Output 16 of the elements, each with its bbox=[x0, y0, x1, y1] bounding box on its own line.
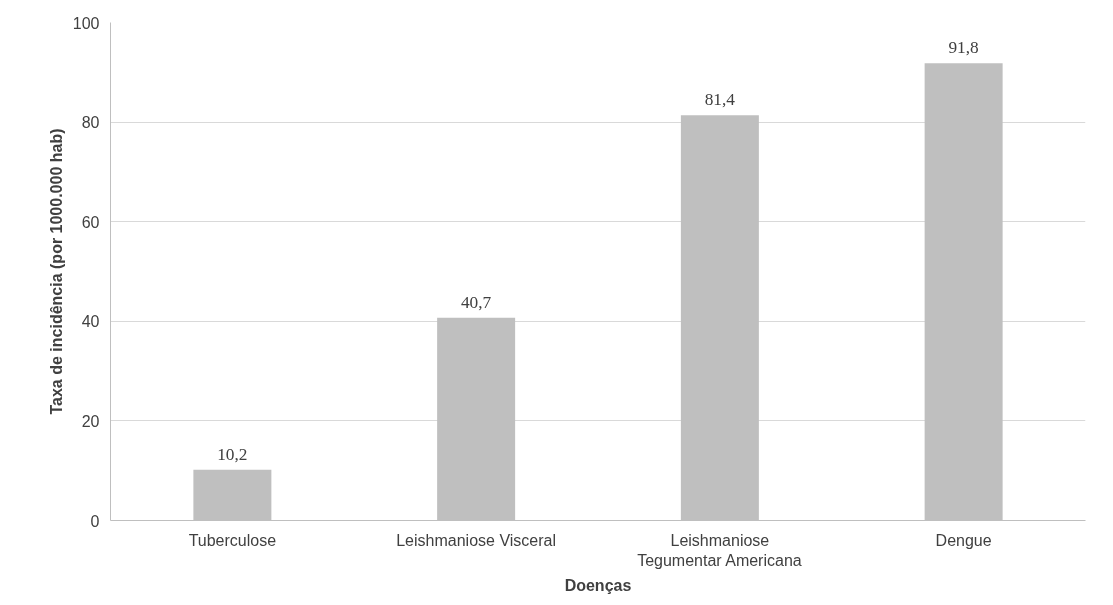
x-tick-label: Tuberculose bbox=[188, 531, 277, 549]
y-axis-title: Taxa de incidência (por 1000.000 hab) bbox=[47, 128, 65, 415]
y-tick-label: 80 bbox=[81, 114, 100, 132]
data-label: 81,4 bbox=[704, 90, 736, 110]
x-tick-label: Leishmaniose Visceral bbox=[396, 531, 557, 549]
data-label: 10,2 bbox=[217, 444, 248, 464]
data-label: 40,7 bbox=[460, 292, 492, 312]
x-tick-label: Dengue bbox=[935, 531, 992, 549]
x-tick-label: Leishmaniose Tegumentar Americana bbox=[637, 531, 802, 569]
x-axis-title: Doenças bbox=[564, 576, 632, 594]
y-tick-label: 20 bbox=[81, 412, 100, 430]
y-tick-label: 40 bbox=[81, 313, 100, 331]
data-label: 91,8 bbox=[948, 38, 979, 58]
y-tick-label: 0 bbox=[90, 512, 100, 530]
y-tick-label: 100 bbox=[72, 14, 100, 32]
y-tick-label: 60 bbox=[81, 213, 100, 231]
